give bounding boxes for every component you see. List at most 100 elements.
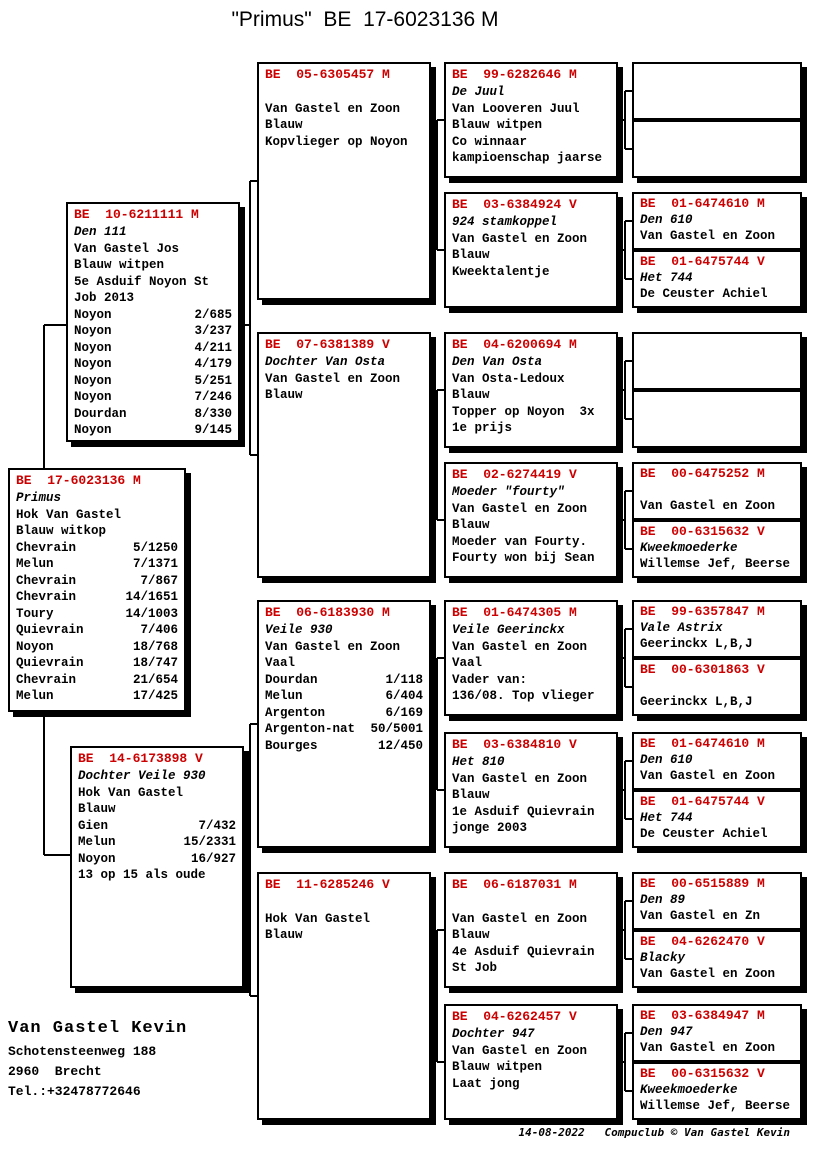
race-result-row: Noyon 18/768 (16, 639, 178, 656)
owner-address-line-1: Schotensteenweg 188 (8, 1044, 157, 1059)
pedigree-text-line: Willemse Jef, Beerse (640, 557, 791, 571)
race-score: 18/747 (132, 656, 178, 670)
race-score: 12/450 (377, 738, 423, 753)
pedigree-box-gg-grandparent-6a: BE 01-6474610 M Den 610 Van Gastel en Zoon (632, 732, 802, 790)
ring-number: BE 06-6183930 M (265, 605, 390, 620)
pedigree-text-line: Moeder "fourty" (452, 485, 565, 499)
pedigree-text-line: Het 744 (640, 271, 693, 285)
race-score: 7/406 (140, 623, 178, 637)
ring-number: BE 01-6475744 V (640, 254, 765, 269)
pedigree-box-gg-grandparent-2b: BE 01-6475744 V Het 744 De Ceuster Achiel (632, 250, 802, 308)
race-result-row: Noyon 2/685 (74, 307, 232, 324)
ring-number: BE 01-6474305 M (452, 605, 577, 620)
race-score: 4/179 (194, 357, 232, 371)
page-title: "Primus" BE 17-6023136 M (231, 8, 499, 31)
ring-number: BE 99-6282646 M (452, 67, 577, 82)
pedigree-text-line: Job 2013 (74, 291, 135, 305)
race-name: Chevrain (16, 590, 77, 604)
connector-line (618, 360, 633, 420)
ring-number: BE 01-6474610 M (640, 196, 765, 211)
race-score: 7/1371 (132, 557, 178, 571)
connector-line (430, 389, 445, 521)
race-name: Toury (16, 606, 54, 621)
race-result-row: Dourdan 1/118 (265, 672, 423, 689)
pedigree-text-line: Blauw (452, 248, 490, 262)
race-result-row: Noyon 16/927 (78, 851, 236, 868)
ring-number: BE 00-6315632 V (640, 1066, 765, 1081)
pedigree-text-line: Van Looveren Juul (452, 101, 580, 116)
ring-number: BE 17-6023136 M (16, 473, 141, 488)
pedigree-text-line: Blauw witpen (452, 1060, 543, 1074)
ring-number: BE 11-6285246 V (265, 877, 390, 892)
pedigree-text-line: 13 op 15 als oude (78, 868, 206, 882)
ring-number: BE 14-6173898 V (78, 751, 203, 766)
pedigree-text-line (452, 894, 610, 911)
race-name: Noyon (74, 357, 112, 371)
race-name: Quievrain (16, 623, 84, 637)
pedigree-box-great-grandparent-2: BE 03-6384924 V 924 stamkoppel Van Gastel … (444, 192, 618, 308)
race-score: 7/867 (140, 573, 178, 588)
race-score: 5/251 (194, 373, 232, 388)
pedigree-text-line: Blauw (265, 118, 303, 132)
pedigree-text-line: Van Gastel en Zoon (452, 231, 588, 246)
pedigree-box-gg-grandparent-8a: BE 03-6384947 M Den 947 Van Gastel en Zoon (632, 1004, 802, 1062)
pedigree-text-line: Kweekmoederke (640, 1083, 738, 1097)
connector-line (430, 119, 445, 251)
pedigree-box-gg-grandparent-5a: BE 99-6357847 M Vale Astrix Geerinckx L,B,… (632, 600, 802, 658)
pedigree-text-line: Blauw witpen (74, 258, 165, 272)
owner-name: Van Gastel Kevin (8, 1019, 188, 1038)
pedigree-text-line: 5e Asduif Noyon St (74, 274, 210, 289)
pedigree-text-line: Vale Astrix (640, 621, 723, 635)
pedigree-box-gg-grandparent-5b: BE 00-6301863 V Geerinckx L,B,J (632, 658, 802, 716)
pedigree-box-gg-grandparent-4b: BE 00-6315632 V Kweekmoederke Willemse Jef… (632, 520, 802, 578)
pedigree-text-line: Van Gastel en Zoon (265, 639, 401, 654)
pedigree-text-line: Blauw (265, 928, 303, 942)
pedigree-box-father: BE 10-6211111 M Den 111 Van Gastel Jos Blau… (66, 202, 240, 442)
race-result-row: Melun 7/1371 (16, 556, 178, 573)
pedigree-text-line: Van Gastel en Zoon (452, 911, 588, 926)
race-score: 21/654 (132, 672, 178, 687)
race-score: 5/1250 (132, 540, 178, 555)
race-score: 50/5001 (370, 722, 423, 736)
ring-number: BE 04-6200694 M (452, 337, 577, 352)
pedigree-text-line: Van Gastel en Zoon (452, 771, 588, 786)
connector-line (240, 180, 258, 456)
race-score: 4/211 (194, 340, 232, 355)
pedigree-text-line: Den 947 (640, 1025, 693, 1039)
pedigree-box-empty (632, 62, 802, 120)
pedigree-text-line: Kopvlieger op Noyon (265, 134, 408, 149)
pedigree-text-line: Blauw (78, 802, 116, 816)
pedigree-text-line: Van Gastel en Zoon (265, 101, 401, 116)
pedigree-text-line (265, 894, 423, 911)
race-name: Chevrain (16, 540, 77, 555)
pedigree-text-line: St Job (452, 961, 498, 975)
pedigree-box-gg-grandparent-4a: BE 00-6475252 M Van Gastel en Zoon (632, 462, 802, 520)
pedigree-text-line: Willemse Jef, Beerse (640, 1099, 791, 1113)
pedigree-text-line: 1e prijs (452, 421, 513, 435)
pedigree-text-line: jonge 2003 (452, 821, 528, 835)
pedigree-text-line: Vaal (265, 656, 296, 670)
race-score: 18/768 (132, 639, 178, 654)
race-result-row: Noyon 4/211 (74, 340, 232, 357)
connector-line (618, 628, 633, 688)
pedigree-box-empty (632, 390, 802, 448)
connector-line (430, 929, 445, 1063)
race-score: 7/432 (198, 818, 236, 833)
pedigree-text-line: Den 610 (640, 213, 693, 227)
race-score: 14/1003 (125, 606, 178, 621)
connector-line (243, 723, 258, 997)
pedigree-box-great-grandparent-5: BE 01-6474305 M Veile Geerinckx Van Gastel… (444, 600, 618, 716)
pedigree-box-gg-grandparent-6b: BE 01-6475744 V Het 744 De Ceuster Achiel (632, 790, 802, 848)
race-score: 9/145 (194, 423, 232, 437)
pedigree-text-line: Het 810 (452, 755, 505, 769)
pedigree-text-line (640, 482, 794, 498)
pedigree-text-line: Hok Van Gastel (78, 785, 184, 800)
pedigree-text-line: 4e Asduif Quievrain (452, 944, 595, 959)
race-result-row: Quievrain 18/747 (16, 655, 178, 672)
pedigree-text-line: De Juul (452, 85, 505, 99)
pedigree-text-line: Den 610 (640, 753, 693, 767)
race-name: Melun (78, 835, 116, 849)
pedigree-text-line: Van Gastel en Zoon (452, 1043, 588, 1058)
pedigree-text-line: Topper op Noyon 3x (452, 404, 595, 419)
